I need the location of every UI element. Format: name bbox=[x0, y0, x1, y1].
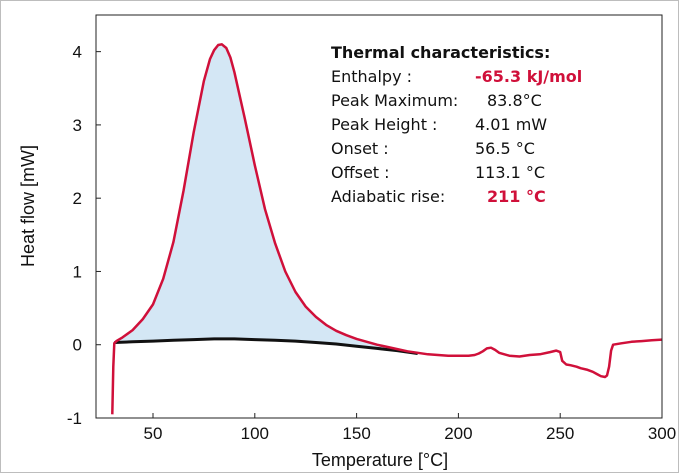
integrated-peak-area bbox=[114, 44, 418, 354]
y-tick-label: 4 bbox=[73, 43, 82, 62]
y-axis-label: Heat flow [mW] bbox=[18, 145, 38, 267]
annotation-label-peak-height: Peak Height : bbox=[331, 115, 437, 134]
annotation-label-offset: Offset : bbox=[331, 163, 390, 182]
y-tick-label: 1 bbox=[73, 262, 82, 281]
plot-border bbox=[95, 14, 663, 419]
annotation-value-adiabatic-rise: 211 °C bbox=[487, 187, 546, 206]
annotation-label-enthalpy: Enthalpy : bbox=[331, 67, 412, 86]
annotation-value-onset: 56.5 °C bbox=[475, 139, 535, 158]
x-axis-ticks: 50 100 150 200 250 300 bbox=[144, 413, 676, 443]
y-tick-label: -1 bbox=[67, 409, 82, 428]
annotation-title: Thermal characteristics: bbox=[331, 43, 550, 62]
y-tick-label: 3 bbox=[73, 116, 82, 135]
y-tick-label: 2 bbox=[73, 189, 82, 208]
x-tick-label: 150 bbox=[342, 424, 370, 443]
annotation-label-adiabatic-rise: Adiabatic rise: bbox=[331, 187, 445, 206]
measured-series-line bbox=[111, 43, 663, 415]
y-tick-label: 0 bbox=[73, 336, 82, 355]
annotation-value-enthalpy: -65.3 kJ/mol bbox=[475, 67, 582, 86]
x-axis-label: Temperature [°C] bbox=[312, 450, 448, 470]
x-tick-label: 50 bbox=[144, 424, 163, 443]
annotation-value-offset: 113.1 °C bbox=[475, 163, 545, 182]
baseline-series-line bbox=[114, 337, 418, 355]
x-tick-label: 100 bbox=[241, 424, 269, 443]
x-tick-label: 200 bbox=[444, 424, 472, 443]
annotation-value-peak-height: 4.01 mW bbox=[475, 115, 547, 134]
y-axis-ticks: -1 0 1 2 3 4 bbox=[67, 43, 101, 428]
x-tick-label: 300 bbox=[648, 424, 676, 443]
annotation-label-onset: Onset : bbox=[331, 139, 389, 158]
plot-area bbox=[95, 14, 663, 419]
annotation-label-peak-maximum: Peak Maximum: bbox=[331, 91, 458, 110]
thermal-characteristics-box: Thermal characteristics: Enthalpy : -65.… bbox=[331, 43, 582, 206]
x-tick-label: 250 bbox=[546, 424, 574, 443]
annotation-value-peak-maximum: 83.8°C bbox=[487, 91, 542, 110]
